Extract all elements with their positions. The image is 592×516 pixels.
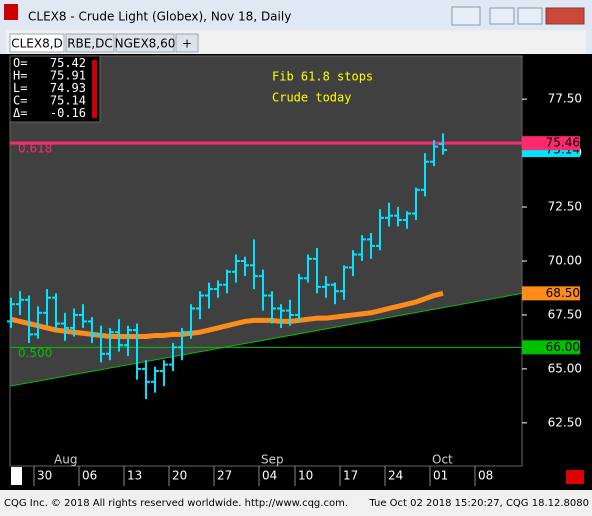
price-marker xyxy=(522,340,580,355)
month-label: Aug xyxy=(54,453,77,467)
x-tick-label: 08 xyxy=(478,469,493,483)
fib-label: 0.618 xyxy=(18,142,52,156)
tab[interactable] xyxy=(65,33,115,53)
readout-row: C= 75.14 xyxy=(13,93,86,107)
readout-value: 74.93 xyxy=(50,81,86,95)
minimize-button[interactable] xyxy=(489,7,515,25)
x-tick-label: 06 xyxy=(82,469,97,483)
x-tick-label: 20 xyxy=(172,469,187,483)
moving-average xyxy=(10,290,444,340)
x-tick-label: 30 xyxy=(37,469,52,483)
y-tick-label: 67.50 xyxy=(548,307,582,321)
x-tick-label: 13 xyxy=(127,469,142,483)
price-marker-label: 68.50 xyxy=(546,286,580,300)
tab-label: CLEX8,D xyxy=(11,37,63,51)
readout-value: 75.14 xyxy=(50,93,86,107)
tab[interactable] xyxy=(175,33,199,53)
y-tick-label: 77.50 xyxy=(548,92,582,106)
y-tick-label: 62.50 xyxy=(548,415,582,429)
readout-row: L= 74.93 xyxy=(13,81,86,95)
tab-label: RBE,DC xyxy=(67,37,113,51)
annotation: Fib 61.8 stops xyxy=(272,70,373,84)
readout-value: -0.16 xyxy=(50,106,86,120)
y-tick-label: 65.00 xyxy=(548,361,582,375)
y-tick-label: 70.00 xyxy=(548,254,582,268)
price-marker xyxy=(522,286,580,301)
month-label: Sep xyxy=(261,453,284,467)
tab[interactable] xyxy=(115,33,175,53)
readout-value: 75.91 xyxy=(50,68,86,82)
y-tick-label: 72.50 xyxy=(548,200,582,214)
price-marker-label: 66.00 xyxy=(546,340,580,354)
readout-value: 75.42 xyxy=(50,56,86,70)
fib-label: 0.500 xyxy=(18,346,52,360)
price-marker-label: 75.46 xyxy=(546,136,580,150)
readout-key: Δ= xyxy=(13,106,27,120)
tab[interactable] xyxy=(9,33,65,53)
tab-label: NGEX8,60 xyxy=(115,37,176,51)
x-tick-label: 17 xyxy=(343,469,358,483)
readout-key: O= xyxy=(13,56,27,70)
scroll-box xyxy=(11,467,22,485)
close-button[interactable] xyxy=(545,7,585,25)
readout-row: O= 75.42 xyxy=(13,56,86,70)
readout-key: C= xyxy=(13,93,27,107)
readout-key: L= xyxy=(13,81,27,95)
link-button[interactable] xyxy=(451,6,481,26)
readout-row: H= 75.91 xyxy=(13,68,86,82)
scroll-arrow[interactable] xyxy=(566,470,584,484)
x-tick-label: 10 xyxy=(298,469,313,483)
trendline xyxy=(9,292,523,387)
footer-right: Tue Oct 02 2018 15:20:27, CQG 18.12.8080 xyxy=(368,498,589,509)
tab-label: + xyxy=(182,37,192,51)
x-tick-label: 24 xyxy=(388,469,403,483)
readout-key: H= xyxy=(13,68,27,82)
footer-left: CQG Inc. © 2018 All rights reserved worl… xyxy=(4,498,348,509)
price-marker xyxy=(522,136,580,151)
x-tick-label: 04 xyxy=(262,469,277,483)
readout-indicator xyxy=(92,60,97,118)
status-bar xyxy=(0,490,592,512)
annotation: Crude today xyxy=(272,91,351,105)
readout-row: Δ= -0.16 xyxy=(13,106,86,120)
upper-region xyxy=(10,56,522,387)
x-tick-label: 01 xyxy=(433,469,448,483)
window-title: CLEX8 - Crude Light (Globex), Nov 18, Da… xyxy=(28,10,291,24)
maximize-button[interactable] xyxy=(517,7,543,25)
month-label: Oct xyxy=(432,453,453,467)
app-icon xyxy=(4,4,18,20)
readout-box xyxy=(9,55,101,123)
x-tick-label: 27 xyxy=(217,469,232,483)
